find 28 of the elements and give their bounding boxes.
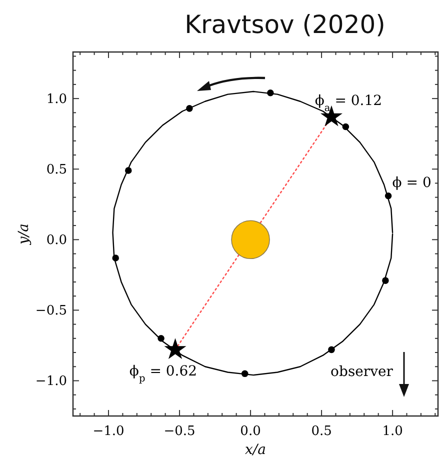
x-tick-label: 1.0 bbox=[382, 424, 403, 439]
point bbox=[125, 167, 132, 174]
point bbox=[241, 370, 248, 378]
point bbox=[267, 90, 274, 96]
x-tick-label: 0.5 bbox=[311, 424, 332, 439]
point bbox=[384, 192, 392, 200]
point bbox=[186, 105, 193, 112]
point bbox=[164, 338, 186, 360]
x-axis-title: x/a bbox=[245, 442, 266, 458]
annotation: observer bbox=[330, 364, 394, 380]
y-tick-label: 1.0 bbox=[46, 92, 67, 108]
point bbox=[328, 346, 335, 354]
y-tick-label: −0.5 bbox=[35, 304, 67, 319]
x-tick-label: 0.0 bbox=[240, 424, 261, 439]
x-tick-label: −0.5 bbox=[164, 424, 196, 439]
annotation: ϕ$_{p}$ = 0.62 bbox=[129, 364, 198, 384]
y-tick-label: 0.0 bbox=[46, 233, 67, 248]
point bbox=[342, 123, 350, 130]
point bbox=[158, 335, 164, 342]
chart-title: Kravtsov (2020) bbox=[184, 10, 386, 39]
annotation: ϕ = 0 bbox=[392, 174, 432, 191]
point bbox=[382, 277, 389, 284]
y-tick-label: 0.5 bbox=[46, 162, 67, 178]
annotation: ϕ$_{a}$ = 0.12 bbox=[314, 92, 382, 114]
y-axis-title: y/a bbox=[16, 224, 32, 246]
y-tick-label: −1.0 bbox=[35, 374, 67, 390]
point bbox=[112, 254, 119, 262]
x-tick-label: −1.0 bbox=[92, 424, 124, 439]
